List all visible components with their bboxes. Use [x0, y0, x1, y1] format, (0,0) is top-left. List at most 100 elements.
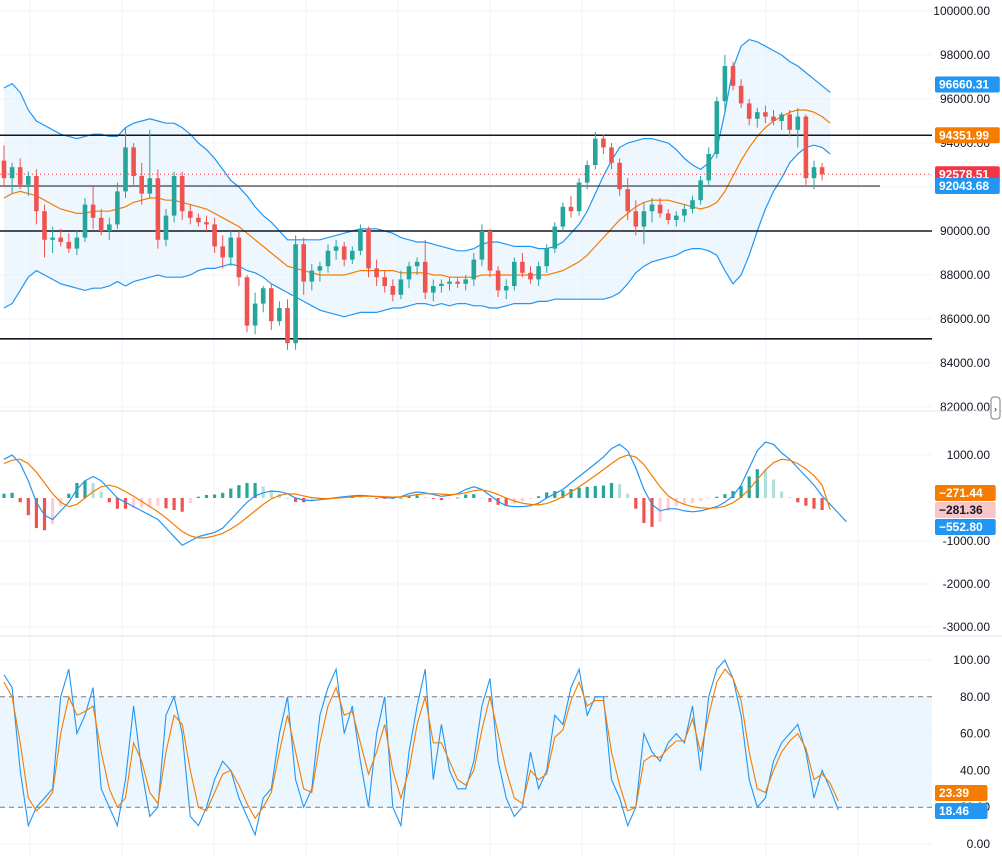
macd-histogram-bar	[537, 496, 541, 498]
macd-histogram-bar	[577, 487, 581, 498]
candle-body	[277, 308, 282, 322]
candle	[171, 171, 177, 223]
candle-body	[625, 189, 630, 212]
candle	[479, 224, 485, 267]
stochastic-value-badge-text: 23.39	[939, 786, 969, 800]
candle	[358, 224, 363, 256]
macd-histogram-bar	[707, 498, 711, 499]
candle	[641, 202, 647, 245]
candle	[204, 215, 209, 231]
candle-body	[333, 246, 339, 251]
macd-histogram-bar	[626, 493, 630, 498]
candle	[495, 266, 501, 297]
candle-body	[9, 167, 15, 179]
candle-body	[771, 116, 776, 121]
last-price-badge-text: 92578.51	[939, 167, 989, 181]
candle	[406, 261, 412, 289]
macd-histogram-bar	[666, 498, 670, 511]
upper-band-badge-bg	[935, 76, 1000, 93]
candle	[155, 169, 161, 249]
macd-histogram-bar	[658, 498, 662, 523]
candle	[755, 107, 760, 128]
candle-body	[722, 66, 728, 102]
macd-histogram-bar	[34, 498, 38, 529]
macd-tick-label: 1000.00	[947, 448, 991, 462]
macd-histogram-bar	[269, 490, 273, 498]
candle	[115, 182, 120, 229]
resistance-level-badge-text: 94351.99	[939, 128, 989, 142]
candle-body	[665, 213, 671, 220]
bollinger-upper-line	[3, 38, 831, 252]
macd-value-badge: −552.80	[935, 519, 996, 535]
scroll-handle[interactable]: ›	[990, 396, 1001, 420]
support-level-badge: 92043.68	[935, 178, 1000, 195]
macd-histogram-bar	[731, 491, 735, 498]
candle	[447, 277, 452, 291]
candle-body	[641, 211, 647, 227]
candle	[220, 235, 225, 269]
price-pane[interactable]	[0, 38, 932, 350]
macd-histogram-bar	[188, 498, 192, 504]
candle	[811, 160, 817, 190]
candle-body	[204, 222, 209, 225]
candle	[787, 110, 792, 137]
candle-body	[163, 215, 169, 240]
bollinger-lower-line	[3, 144, 831, 318]
candle-body	[34, 176, 39, 212]
candle-body	[479, 231, 485, 260]
candle-body	[714, 101, 720, 154]
candle-body	[398, 279, 404, 295]
stochastic-d-line	[3, 668, 839, 820]
candle	[738, 79, 744, 108]
candle-body	[1, 160, 7, 179]
macd-histogram-bar	[763, 470, 767, 498]
candle-body	[819, 167, 825, 175]
macd-histogram-bar	[148, 498, 152, 507]
candle-body	[487, 231, 493, 271]
candle	[552, 222, 558, 253]
macd-histogram-bar	[294, 498, 298, 502]
candle-body	[601, 138, 606, 148]
candle	[98, 209, 104, 236]
macd-histogram-bar	[140, 498, 144, 508]
candle-body	[171, 176, 177, 216]
candle	[260, 286, 266, 313]
candle	[90, 187, 96, 229]
candle	[269, 283, 274, 330]
candle-body	[309, 270, 315, 282]
price-tick-label: 90000.00	[940, 224, 990, 238]
candle	[163, 209, 169, 247]
candle-body	[252, 303, 258, 326]
candle	[463, 275, 468, 291]
candle	[244, 275, 250, 333]
candle	[42, 204, 47, 258]
candle-body	[212, 224, 217, 247]
candle	[674, 211, 679, 227]
candle-body	[301, 244, 306, 282]
macd-histogram-bar	[10, 492, 14, 498]
candle-body	[690, 200, 695, 209]
macd-histogram-bar	[237, 485, 241, 498]
macd-histogram-bar	[156, 498, 160, 506]
candle	[107, 217, 112, 240]
stochastic-tick-label: 80.00	[960, 690, 990, 704]
macd-histogram-bar	[277, 494, 281, 498]
candle	[593, 132, 598, 170]
candle	[617, 158, 622, 196]
candle	[309, 264, 315, 291]
candle-body	[674, 215, 679, 220]
upper-band-badge-text: 96660.31	[939, 77, 989, 91]
macd-histogram-bar	[415, 495, 419, 498]
candle-body	[139, 176, 144, 194]
stochastic-pane[interactable]	[0, 658, 932, 837]
candle-body	[520, 261, 525, 273]
candle-body	[341, 246, 347, 260]
macd-histogram-bar	[18, 498, 22, 503]
macd-histogram-bar	[253, 482, 257, 498]
macd-histogram-bar	[164, 498, 168, 509]
candle	[301, 237, 306, 295]
macd-pane[interactable]	[2, 441, 847, 547]
candle-body	[50, 237, 55, 240]
chevron-right-icon[interactable]: ›	[994, 404, 997, 414]
